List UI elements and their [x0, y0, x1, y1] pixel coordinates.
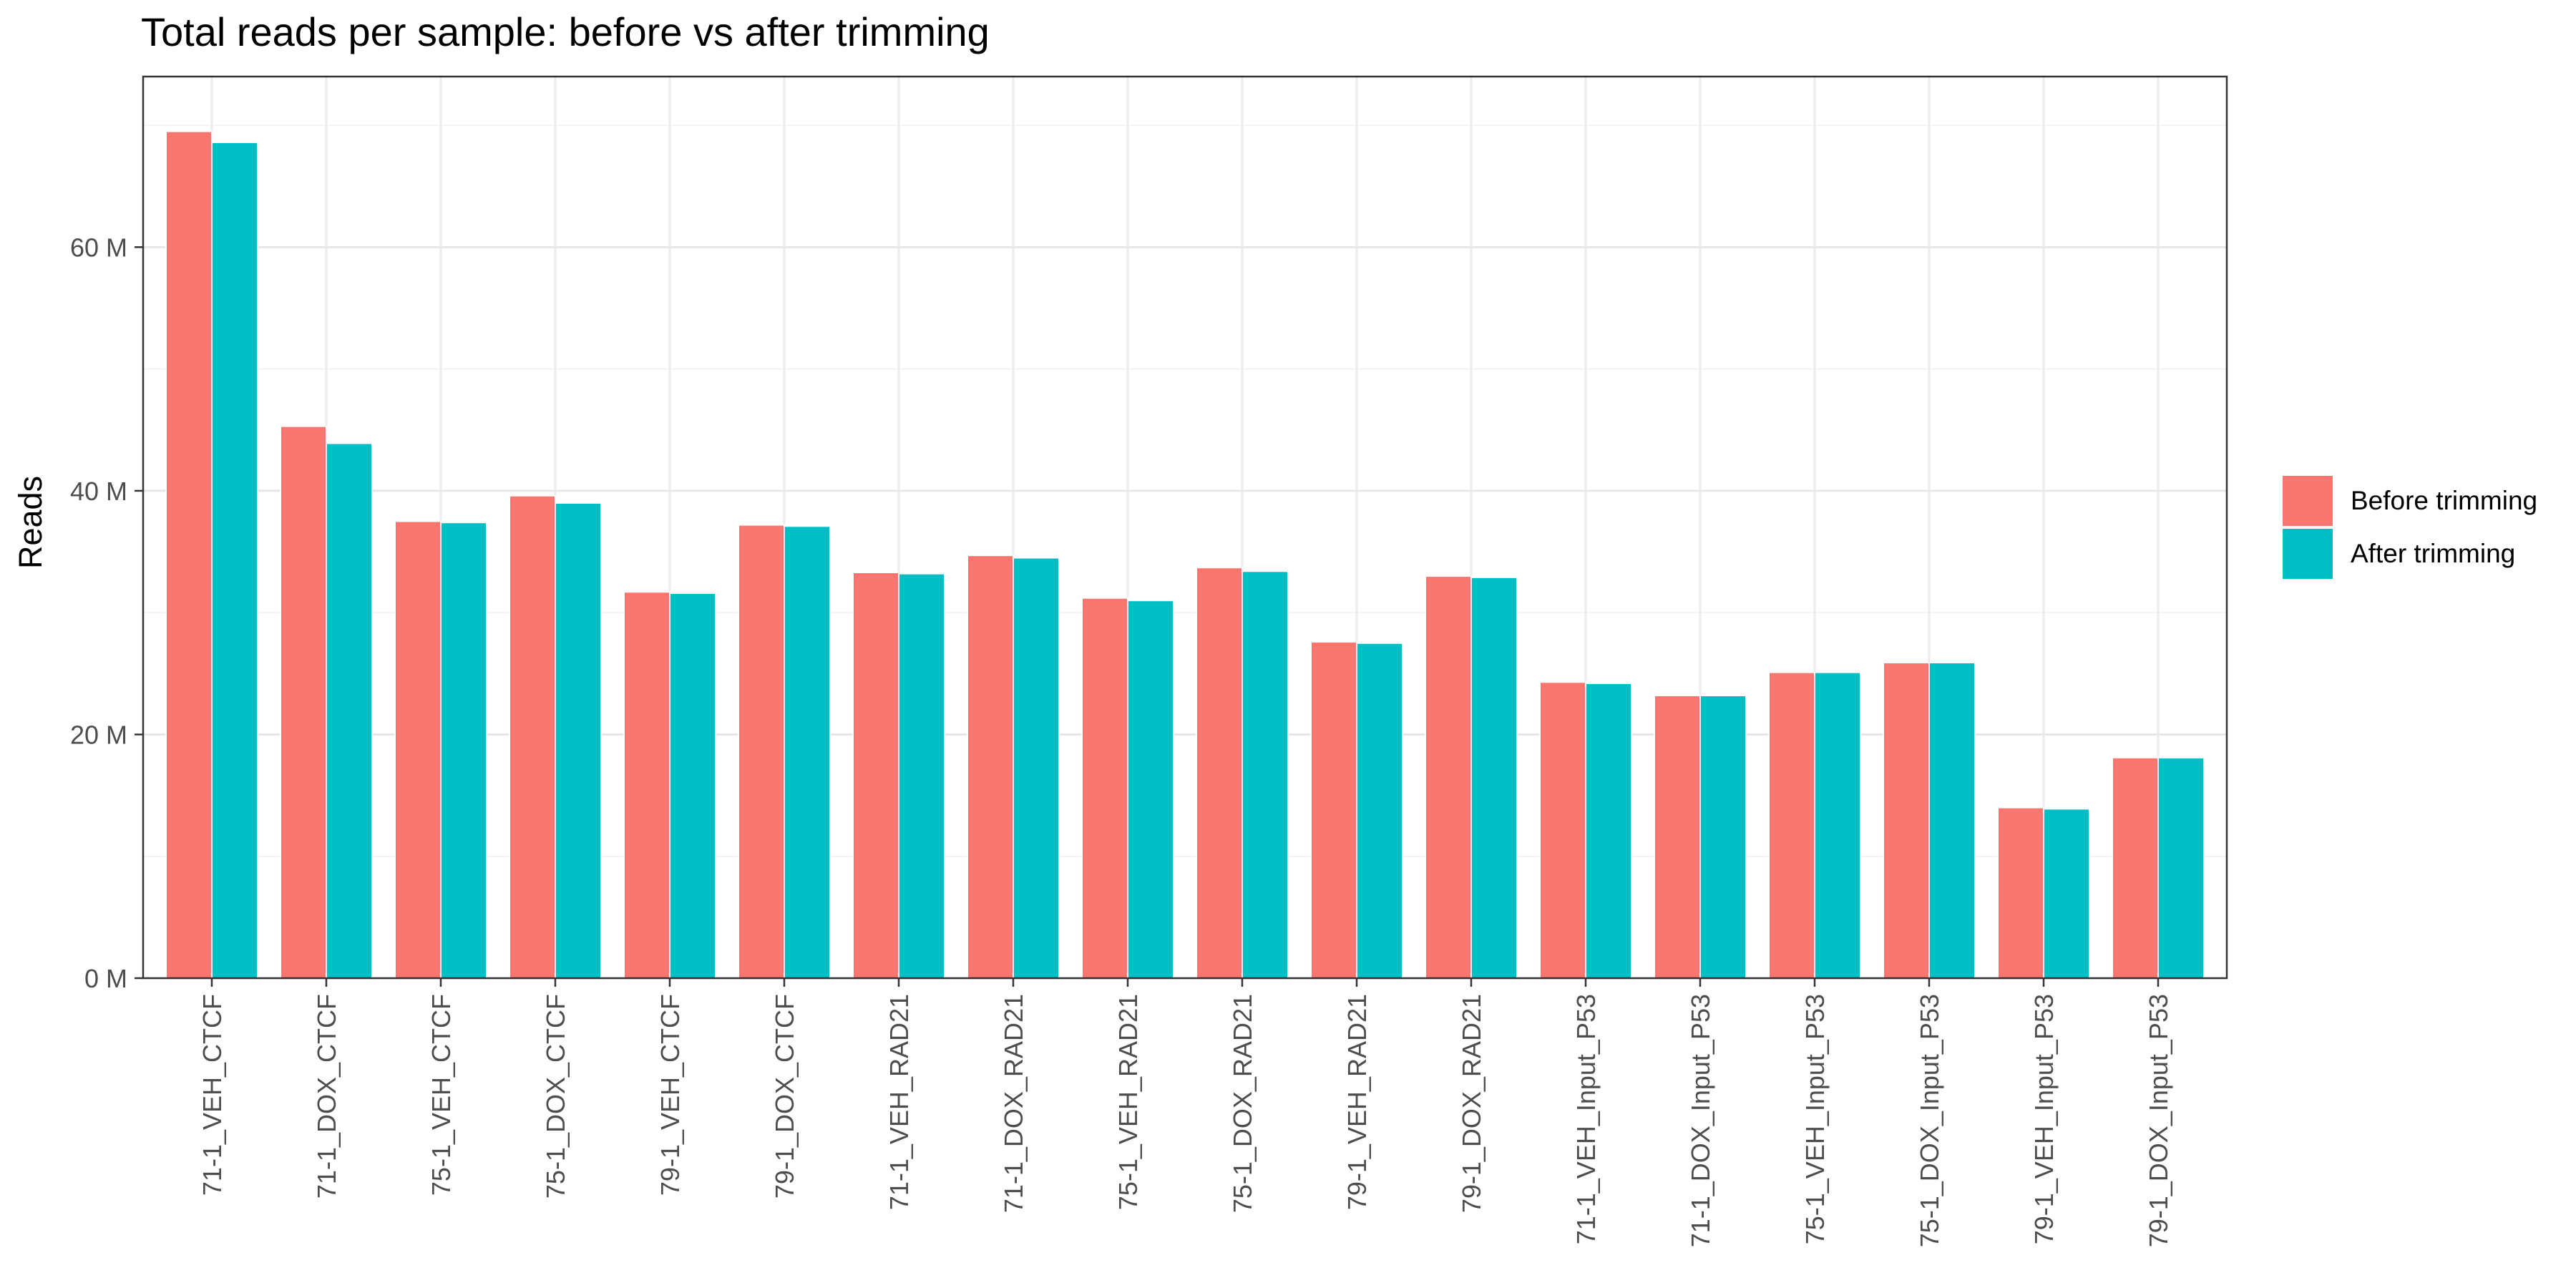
- bar-before-75-1_VEH_Input_P53: [1768, 671, 1815, 980]
- x-tick-label: 75-1_DOX_CTCF: [541, 994, 570, 1199]
- x-tick-label: 71-1_VEH_CTCF: [197, 994, 227, 1196]
- chart-title: Total reads per sample: before vs after …: [141, 9, 990, 54]
- bar-after-71-1_VEH_RAD21: [898, 572, 945, 979]
- bar-after-75-1_DOX_RAD21: [1241, 570, 1289, 979]
- bar-after-71-1_VEH_CTCF: [211, 141, 258, 980]
- bar-after-79-1_DOX_Input_P53: [2157, 756, 2205, 979]
- bar-before-71-1_DOX_RAD21: [967, 555, 1014, 979]
- bar-before-71-1_VEH_CTCF: [165, 130, 213, 980]
- bar-before-79-1_DOX_Input_P53: [2112, 756, 2159, 979]
- bar-before-71-1_VEH_Input_P53: [1539, 681, 1586, 979]
- x-tick-label: 79-1_DOX_CTCF: [770, 994, 799, 1199]
- x-tick-label: 75-1_VEH_RAD21: [1113, 994, 1143, 1210]
- y-tick-label: 20 M: [70, 720, 127, 749]
- x-tick-label: 71-1_DOX_CTCF: [312, 994, 341, 1199]
- bar-after-79-1_VEH_Input_P53: [2043, 808, 2090, 980]
- bar-after-71-1_DOX_Input_P53: [1699, 694, 1747, 979]
- bar-before-75-1_DOX_RAD21: [1196, 567, 1243, 979]
- x-tick-label: 79-1_DOX_RAD21: [1457, 994, 1486, 1213]
- x-tick-label: 75-1_DOX_Input_P53: [1915, 994, 1944, 1247]
- bar-before-71-1_DOX_CTCF: [280, 425, 327, 979]
- bar-before-71-1_VEH_RAD21: [852, 572, 899, 979]
- bar-after-71-1_DOX_CTCF: [326, 442, 373, 979]
- x-tick-label: 75-1_VEH_CTCF: [426, 994, 456, 1196]
- legend-key-before: [2283, 476, 2333, 526]
- bar-before-71-1_DOX_Input_P53: [1654, 694, 1701, 979]
- x-tick-label: 79-1_VEH_RAD21: [1342, 994, 1372, 1210]
- y-axis-label: Reads: [12, 476, 49, 569]
- bar-after-75-1_DOX_CTCF: [555, 502, 602, 979]
- x-tick-label: 71-1_DOX_Input_P53: [1686, 994, 1715, 1247]
- x-tick-label: 71-1_VEH_Input_P53: [1571, 994, 1601, 1244]
- bar-after-79-1_DOX_CTCF: [784, 525, 831, 979]
- x-tick-label: 79-1_VEH_CTCF: [655, 994, 685, 1196]
- y-axis: 0 M 20 M 40 M 60 M: [70, 233, 143, 993]
- legend: Before trimming After trimming: [2283, 476, 2537, 579]
- legend-key-after: [2283, 529, 2333, 579]
- bar-before-75-1_DOX_CTCF: [509, 494, 556, 979]
- bar-after-75-1_VEH_CTCF: [440, 522, 487, 979]
- bar-before-79-1_VEH_RAD21: [1310, 641, 1357, 980]
- bar-after-75-1_DOX_Input_P53: [1928, 662, 1976, 979]
- x-tick-label: 71-1_VEH_RAD21: [884, 994, 914, 1210]
- x-tick-label: 75-1_DOX_RAD21: [1228, 994, 1257, 1213]
- bar-after-79-1_VEH_CTCF: [669, 592, 716, 979]
- bar-before-75-1_VEH_RAD21: [1081, 597, 1128, 979]
- legend-label-before: Before trimming: [2351, 486, 2537, 515]
- bar-before-79-1_VEH_Input_P53: [1997, 806, 2044, 979]
- plot-panel-border: [142, 75, 2228, 980]
- x-tick-label: 71-1_DOX_RAD21: [999, 994, 1028, 1213]
- bar-after-75-1_VEH_Input_P53: [1814, 671, 1861, 980]
- bar-after-75-1_VEH_RAD21: [1127, 600, 1174, 979]
- bar-before-79-1_DOX_RAD21: [1425, 575, 1472, 979]
- y-tick-label: 40 M: [70, 477, 127, 506]
- bar-after-71-1_DOX_RAD21: [1013, 557, 1060, 979]
- y-tick-label: 60 M: [70, 233, 127, 262]
- x-tick-label: 75-1_VEH_Input_P53: [1800, 994, 1830, 1244]
- x-tick-label: 79-1_DOX_Input_P53: [2144, 994, 2173, 1247]
- x-tick-label: 79-1_VEH_Input_P53: [2029, 994, 2059, 1244]
- x-axis: 71-1_VEH_CTCF 71-1_DOX_CTCF 75-1_VEH_CTCF 7…: [197, 978, 2173, 1247]
- bar-before-79-1_DOX_CTCF: [738, 524, 785, 979]
- bar-after-79-1_DOX_RAD21: [1470, 576, 1518, 979]
- bar-before-75-1_VEH_CTCF: [394, 520, 441, 979]
- y-tick-label: 0 M: [84, 964, 127, 993]
- bars: [165, 130, 2205, 980]
- bar-before-79-1_VEH_CTCF: [623, 591, 670, 979]
- bar-after-71-1_VEH_Input_P53: [1585, 682, 1632, 979]
- bar-after-79-1_VEH_RAD21: [1356, 642, 1403, 980]
- legend-label-after: After trimming: [2351, 539, 2515, 568]
- bar-before-75-1_DOX_Input_P53: [1883, 662, 1930, 979]
